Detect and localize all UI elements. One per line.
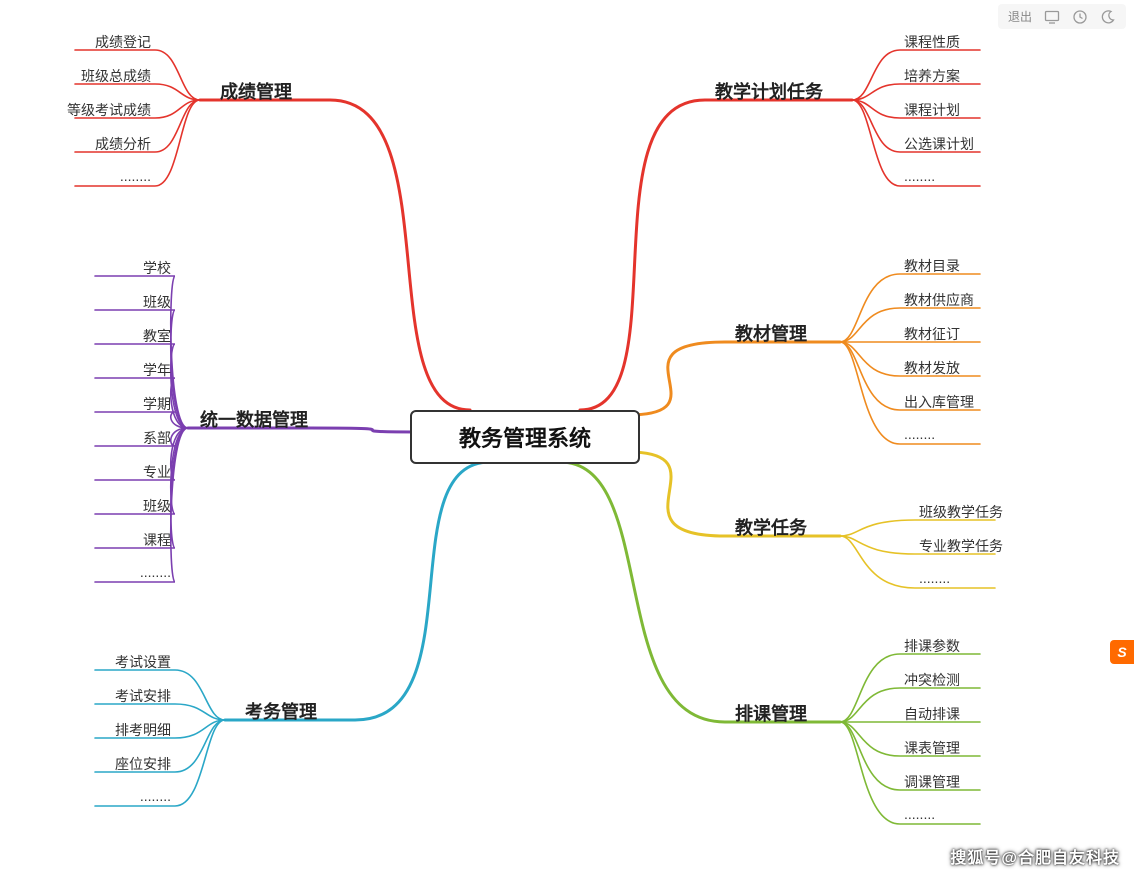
leaf-schedule: 课表管理 — [904, 738, 960, 758]
leaf-score: 成绩登记 — [95, 32, 151, 52]
leaf-schedule: ........ — [904, 806, 935, 822]
leaf-score: 成绩分析 — [95, 134, 151, 154]
watermark-label: 搜狐号@合肥自友科技 — [950, 850, 1120, 867]
leaf-score: ........ — [120, 168, 151, 184]
leaf-textbook: ........ — [904, 426, 935, 442]
center-node: 教务管理系统 — [410, 410, 640, 464]
leaf-unified: 教室 — [143, 326, 171, 346]
leaf-schedule: 排课参数 — [904, 636, 960, 656]
leaf-score: 等级考试成绩 — [67, 100, 151, 120]
branch-title-task: 教学任务 — [735, 514, 807, 540]
branch-title-plan: 教学计划任务 — [715, 78, 823, 104]
leaf-schedule: 调课管理 — [904, 772, 960, 792]
leaf-plan: ........ — [904, 168, 935, 184]
leaf-unified: 班级 — [143, 496, 171, 516]
leaf-plan: 课程计划 — [904, 100, 960, 120]
leaf-plan: 公选课计划 — [904, 134, 974, 154]
leaf-unified: 系部 — [143, 428, 171, 448]
leaf-exam: 座位安排 — [115, 754, 171, 774]
leaf-schedule: 自动排课 — [904, 704, 960, 724]
leaf-textbook: 教材发放 — [904, 358, 960, 378]
leaf-unified: 班级 — [143, 292, 171, 312]
moon-icon[interactable] — [1100, 9, 1116, 25]
leaf-task: 班级教学任务 — [919, 502, 1003, 522]
leaf-unified: 专业 — [143, 462, 171, 482]
leaf-unified: 学校 — [143, 258, 171, 278]
toolbar: 退出 — [998, 4, 1126, 29]
leaf-unified: 学期 — [143, 394, 171, 414]
leaf-unified: ........ — [140, 564, 171, 580]
leaf-exam: ........ — [140, 788, 171, 804]
leaf-textbook: 教材目录 — [904, 256, 960, 276]
side-badge-label: S — [1117, 644, 1126, 660]
branch-title-unified: 统一数据管理 — [200, 406, 308, 432]
branch-title-schedule: 排课管理 — [735, 700, 807, 726]
center-label: 教务管理系统 — [459, 421, 591, 453]
leaf-unified: 课程 — [143, 530, 171, 550]
leaf-schedule: 冲突检测 — [904, 670, 960, 690]
watermark-text: 搜狐号@合肥自友科技 — [950, 844, 1120, 868]
branch-title-score: 成绩管理 — [220, 78, 292, 104]
leaf-task: ........ — [919, 570, 950, 586]
clock-icon[interactable] — [1072, 9, 1088, 25]
leaf-textbook: 教材征订 — [904, 324, 960, 344]
leaf-plan: 培养方案 — [904, 66, 960, 86]
leaf-score: 班级总成绩 — [81, 66, 151, 86]
leaf-exam: 排考明细 — [115, 720, 171, 740]
branch-title-exam: 考务管理 — [245, 698, 317, 724]
leaf-exam: 考试安排 — [115, 686, 171, 706]
leaf-task: 专业教学任务 — [919, 536, 1003, 556]
leaf-unified: 学年 — [143, 360, 171, 380]
leaf-plan: 课程性质 — [904, 32, 960, 52]
screen-icon[interactable] — [1044, 9, 1060, 25]
branch-title-textbook: 教材管理 — [735, 320, 807, 346]
exit-button[interactable]: 退出 — [1008, 8, 1032, 25]
leaf-textbook: 教材供应商 — [904, 290, 974, 310]
side-badge-icon: S — [1110, 640, 1134, 664]
leaf-textbook: 出入库管理 — [904, 392, 974, 412]
leaf-exam: 考试设置 — [115, 652, 171, 672]
